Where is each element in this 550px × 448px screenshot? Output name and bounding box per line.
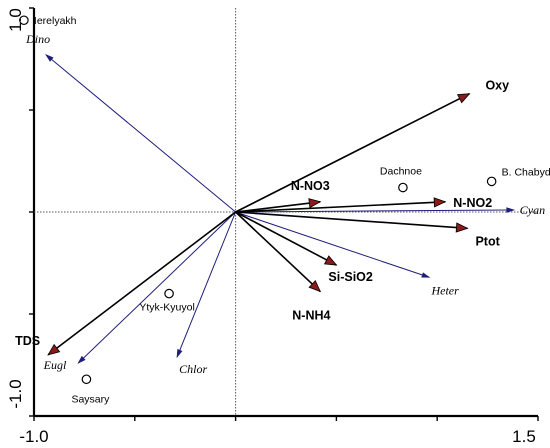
species-vector-line bbox=[78, 211, 236, 364]
species-label: Cyan bbox=[520, 203, 545, 217]
species-vector-line bbox=[235, 211, 430, 278]
env-vector-head bbox=[47, 343, 61, 356]
env-vector-label: TDS bbox=[15, 334, 40, 348]
species-label: Chlor bbox=[179, 362, 207, 376]
env-vector-line bbox=[235, 201, 321, 213]
site-point bbox=[164, 288, 174, 299]
env-vector-line bbox=[235, 92, 470, 213]
species-vector-head bbox=[176, 348, 183, 359]
env-vector-line bbox=[235, 211, 468, 230]
env-vector-label: Oxy bbox=[485, 79, 509, 93]
species-label: Dino bbox=[25, 32, 50, 46]
env-vector-head bbox=[455, 222, 469, 233]
site-label: Ierelyakh bbox=[34, 15, 77, 27]
env-vector-line bbox=[235, 211, 337, 266]
env-vector-head bbox=[308, 198, 322, 209]
species-vector-head bbox=[45, 54, 54, 62]
env-vector-head bbox=[308, 280, 322, 293]
species-vector-line bbox=[235, 209, 514, 213]
species-vector-head bbox=[506, 207, 516, 213]
env-vector-label: Si-SiO2 bbox=[328, 270, 373, 284]
y-tick-label: 1.0 bbox=[6, 8, 25, 32]
site-label: Ytyk-Kyuyol bbox=[139, 302, 194, 314]
y-tick-label: -1.0 bbox=[6, 379, 25, 408]
species-vector-head bbox=[77, 355, 86, 364]
site-label: Saysary bbox=[71, 393, 110, 405]
x-tick-label: -1.0 bbox=[19, 427, 48, 446]
site-label: Dachnoe bbox=[380, 166, 422, 178]
env-vector-head bbox=[433, 197, 447, 208]
env-vector-label: N-NO3 bbox=[291, 179, 330, 193]
site-point bbox=[398, 182, 408, 193]
env-vector-line bbox=[235, 201, 446, 213]
env-vector-line bbox=[235, 211, 321, 293]
env-vector-head bbox=[323, 255, 338, 266]
site-point bbox=[486, 176, 497, 187]
x-tick-label: 1.5 bbox=[512, 427, 536, 446]
site-label: B. Chabyda bbox=[502, 166, 550, 178]
env-vector-head bbox=[456, 93, 471, 104]
site-point bbox=[81, 374, 92, 385]
env-vector-label: Ptot bbox=[475, 234, 500, 248]
env-vector-label: N-NO2 bbox=[453, 196, 492, 210]
species-vector-head bbox=[421, 272, 431, 278]
env-vector-line bbox=[47, 211, 237, 356]
species-label: Heter bbox=[430, 283, 459, 297]
species-vector-line bbox=[45, 54, 236, 213]
site-point bbox=[19, 15, 29, 26]
env-vector-label: N-NH4 bbox=[292, 309, 330, 323]
species-vector-line bbox=[176, 211, 237, 358]
species-label: Eugl bbox=[43, 358, 67, 372]
